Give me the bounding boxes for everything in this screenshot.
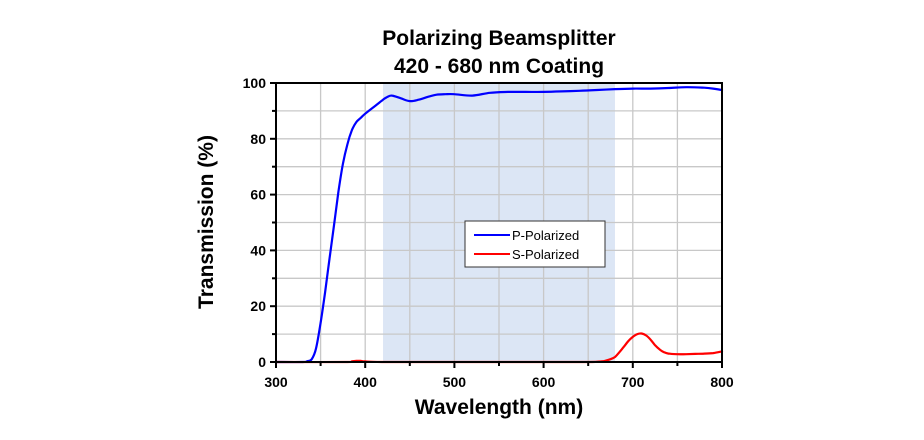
legend-label-p-polarized: P-Polarized [512,228,579,243]
chart-title-line-1: Polarizing Beamsplitter [382,27,615,50]
y-tick-labels: 0 20 40 60 80 100 [243,75,267,370]
series-line-p-polarized [274,86,724,364]
y-tick-label: 40 [250,242,266,258]
legend: P-Polarized S-Polarized [464,220,606,268]
legend-label-s-polarized: S-Polarized [512,247,579,262]
x-tick-label: 500 [443,374,467,390]
x-axis-label: Wavelength (nm) [415,396,583,419]
ticks-group [270,82,723,368]
x-tick-label: 800 [710,374,734,390]
legend-box [464,220,606,268]
y-tick-label: 100 [243,75,267,91]
chart-title-line-2: 420 - 680 nm Coating [394,55,604,78]
x-tick-label: 700 [621,374,645,390]
x-tick-label: 300 [264,374,288,390]
x-tick-label: 400 [354,374,378,390]
y-tick-label: 20 [250,298,266,314]
x-tick-labels: 300 400 500 600 700 800 [264,374,734,390]
y-tick-label: 80 [250,131,266,147]
y-tick-label: 0 [258,354,266,370]
y-tick-label: 60 [250,187,266,203]
y-axis-label: Transmission (%) [195,135,218,309]
x-tick-label: 600 [532,374,556,390]
